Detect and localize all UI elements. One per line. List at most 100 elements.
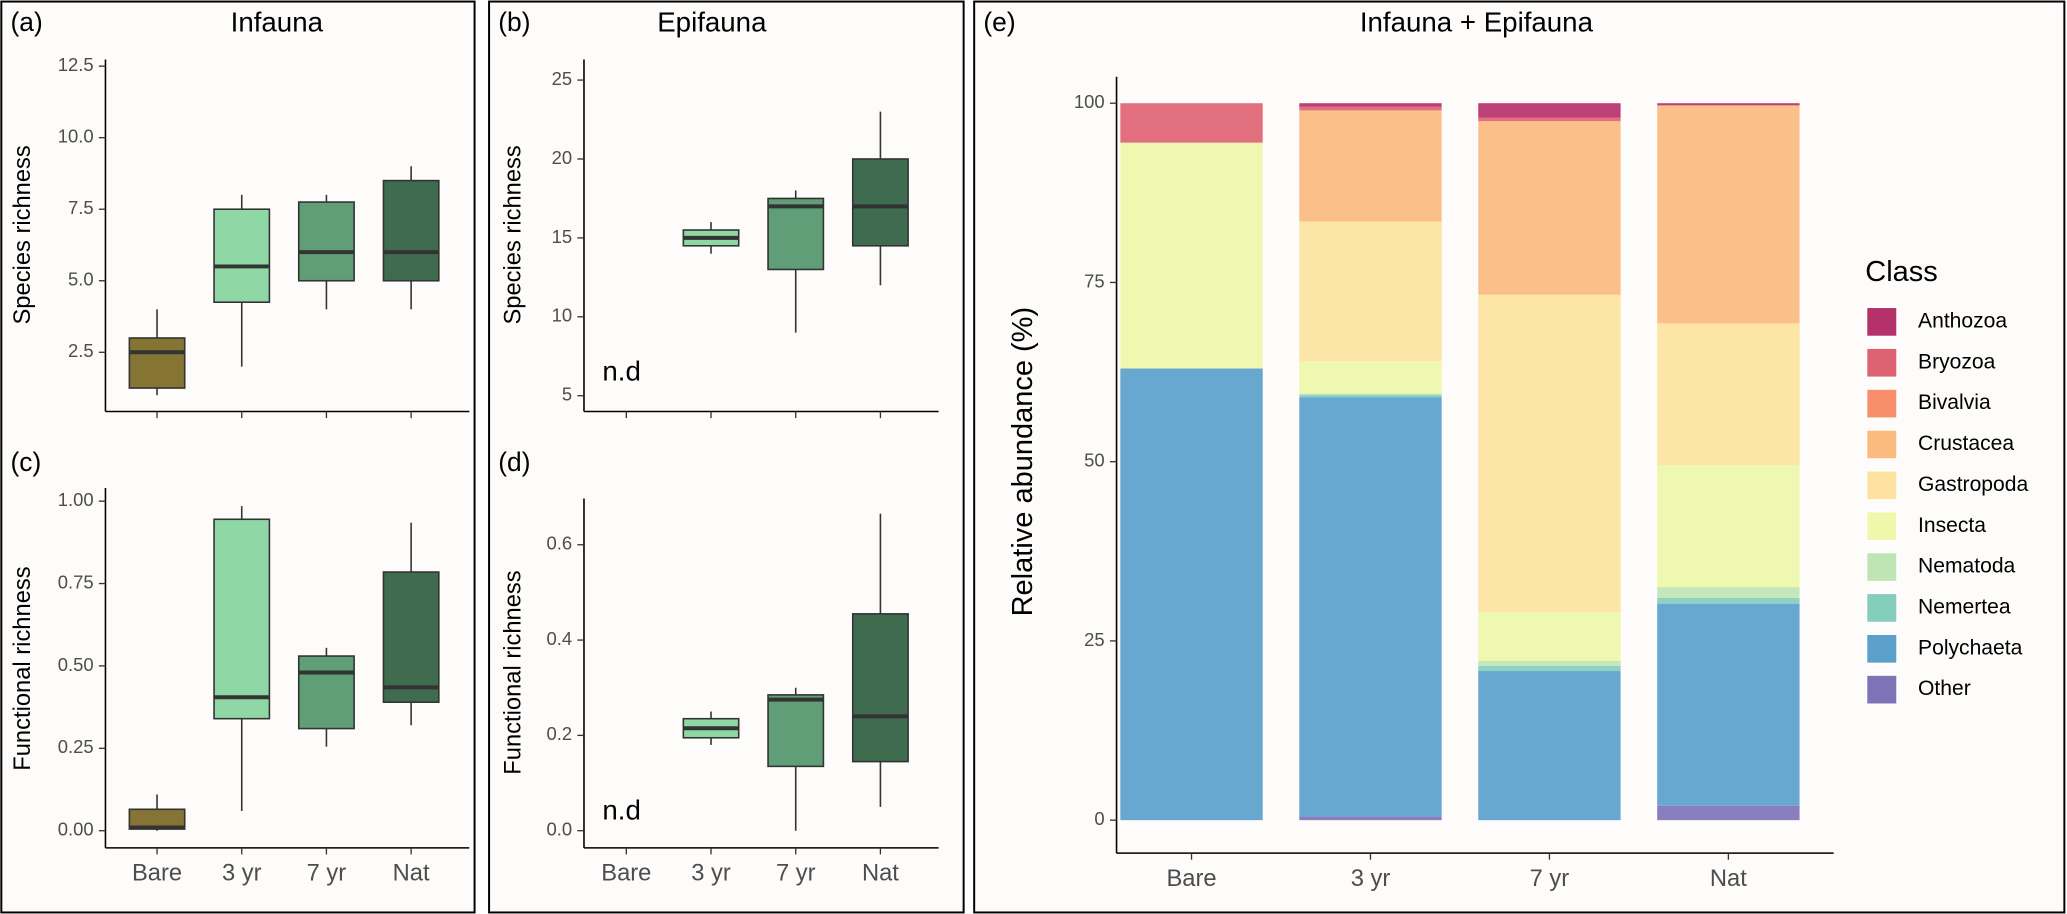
y-tick-label: 7.5 bbox=[68, 197, 94, 218]
box bbox=[128, 337, 186, 389]
bar-segment bbox=[1299, 221, 1442, 362]
box bbox=[767, 694, 825, 768]
box bbox=[767, 197, 825, 271]
legend-swatch bbox=[1865, 674, 1898, 705]
panel-frame bbox=[0, 0, 476, 914]
legend-swatch bbox=[1865, 551, 1898, 583]
box bbox=[213, 518, 271, 720]
panel-title: Epifauna bbox=[657, 6, 767, 37]
y-axis-label: Relative abundance (%) bbox=[1007, 307, 1039, 617]
box bbox=[297, 201, 355, 282]
legend-label: Anthozoa bbox=[1918, 309, 2007, 332]
bar-segment bbox=[1657, 597, 1800, 604]
bar-segment bbox=[1299, 106, 1442, 111]
y-axis-label: Species richness bbox=[10, 145, 36, 324]
y-tick-label: 0.6 bbox=[546, 533, 572, 554]
bar-segment bbox=[1299, 103, 1442, 107]
legend-swatch bbox=[1865, 429, 1898, 460]
y-tick-label: 1.00 bbox=[58, 489, 94, 510]
x-tick-label: Bare bbox=[601, 860, 651, 886]
legend-swatch bbox=[1865, 633, 1898, 664]
y-tick-label: 15 bbox=[552, 226, 573, 247]
y-tick-label: 0 bbox=[1094, 808, 1104, 829]
bar-segment bbox=[1478, 121, 1621, 295]
bar-segment bbox=[1299, 361, 1442, 394]
legend-swatch bbox=[1865, 306, 1898, 338]
bar-segment bbox=[1657, 105, 1800, 324]
x-tick-label: Bare bbox=[132, 860, 182, 886]
y-tick-label: 0.25 bbox=[58, 736, 94, 757]
legend-swatch bbox=[1865, 592, 1898, 624]
legend-label: Gastropoda bbox=[1918, 473, 2028, 496]
bar-segment bbox=[1478, 294, 1621, 613]
y-tick-label: 25 bbox=[552, 68, 573, 89]
legend-swatch bbox=[1865, 511, 1898, 542]
y-tick-label: 0.0 bbox=[546, 819, 572, 840]
panel-title: Infauna + Epifauna bbox=[1360, 6, 1594, 37]
x-tick-label: 3 yr bbox=[691, 860, 731, 886]
y-tick-label: 0.00 bbox=[58, 819, 94, 840]
bar-segment bbox=[1657, 805, 1800, 821]
bar-segment bbox=[1657, 103, 1800, 106]
y-tick-label: 10 bbox=[552, 305, 573, 326]
bar-segment bbox=[1478, 117, 1621, 122]
box bbox=[851, 158, 909, 247]
y-tick-label: 2.5 bbox=[68, 340, 94, 361]
bar-segment bbox=[1478, 666, 1621, 672]
bar-segment bbox=[1299, 393, 1442, 396]
panel-label: (e) bbox=[983, 7, 1015, 37]
y-tick-label: 100 bbox=[1074, 91, 1105, 112]
bar-segment bbox=[1120, 103, 1263, 143]
legend-label: Bryozoa bbox=[1918, 350, 1996, 373]
y-tick-label: 50 bbox=[1084, 450, 1105, 471]
panel-frame bbox=[488, 0, 965, 914]
y-tick-label: 75 bbox=[1084, 270, 1105, 291]
y-tick-label: 0.2 bbox=[546, 723, 572, 744]
panel-title: Infauna bbox=[231, 6, 324, 37]
bar-segment bbox=[1299, 110, 1442, 222]
legend-label: Insecta bbox=[1918, 514, 1986, 537]
legend-swatch bbox=[1865, 470, 1898, 501]
bar-segment bbox=[1478, 671, 1621, 821]
y-tick-label: 10.0 bbox=[58, 126, 94, 147]
y-tick-label: 0.4 bbox=[546, 628, 572, 649]
legend-label: Nemertea bbox=[1918, 596, 2011, 619]
legend-swatch bbox=[1865, 388, 1898, 419]
bar-segment bbox=[1657, 603, 1800, 806]
x-tick-label: 3 yr bbox=[222, 860, 262, 886]
panel-label: (c) bbox=[11, 447, 42, 477]
legend-label: Nematoda bbox=[1918, 555, 2016, 578]
y-tick-label: 0.50 bbox=[58, 654, 94, 675]
x-tick-label: 7 yr bbox=[1530, 866, 1570, 892]
bar-segment bbox=[1478, 660, 1621, 667]
bar-segment bbox=[1299, 397, 1442, 817]
box bbox=[213, 208, 271, 304]
bar-segment bbox=[1120, 142, 1263, 369]
box bbox=[382, 571, 440, 703]
x-tick-label: 7 yr bbox=[776, 860, 816, 886]
legend-swatch bbox=[1865, 347, 1898, 378]
annotation: n.d bbox=[602, 356, 640, 387]
box bbox=[382, 179, 440, 282]
y-axis-label: Functional richness bbox=[500, 570, 526, 774]
bar-segment bbox=[1299, 395, 1442, 398]
legend-title: Class bbox=[1865, 256, 1938, 288]
x-tick-label: Nat bbox=[862, 860, 899, 886]
bar-segment bbox=[1120, 368, 1263, 821]
panel-label: (d) bbox=[498, 447, 530, 477]
legend-label: Polychaeta bbox=[1918, 636, 2023, 659]
box bbox=[851, 613, 909, 763]
legend-label: Bivalvia bbox=[1918, 391, 1991, 414]
bar-segment bbox=[1299, 816, 1442, 821]
box bbox=[297, 655, 355, 730]
x-tick-label: Nat bbox=[393, 860, 430, 886]
y-tick-label: 0.75 bbox=[58, 571, 94, 592]
x-tick-label: 3 yr bbox=[1351, 866, 1391, 892]
x-tick-label: 7 yr bbox=[307, 860, 347, 886]
bar-segment bbox=[1478, 612, 1621, 661]
panel-label: (b) bbox=[498, 7, 530, 37]
y-axis-label: Functional richness bbox=[10, 566, 36, 770]
y-tick-label: 25 bbox=[1084, 629, 1105, 650]
bar-segment bbox=[1657, 323, 1800, 466]
